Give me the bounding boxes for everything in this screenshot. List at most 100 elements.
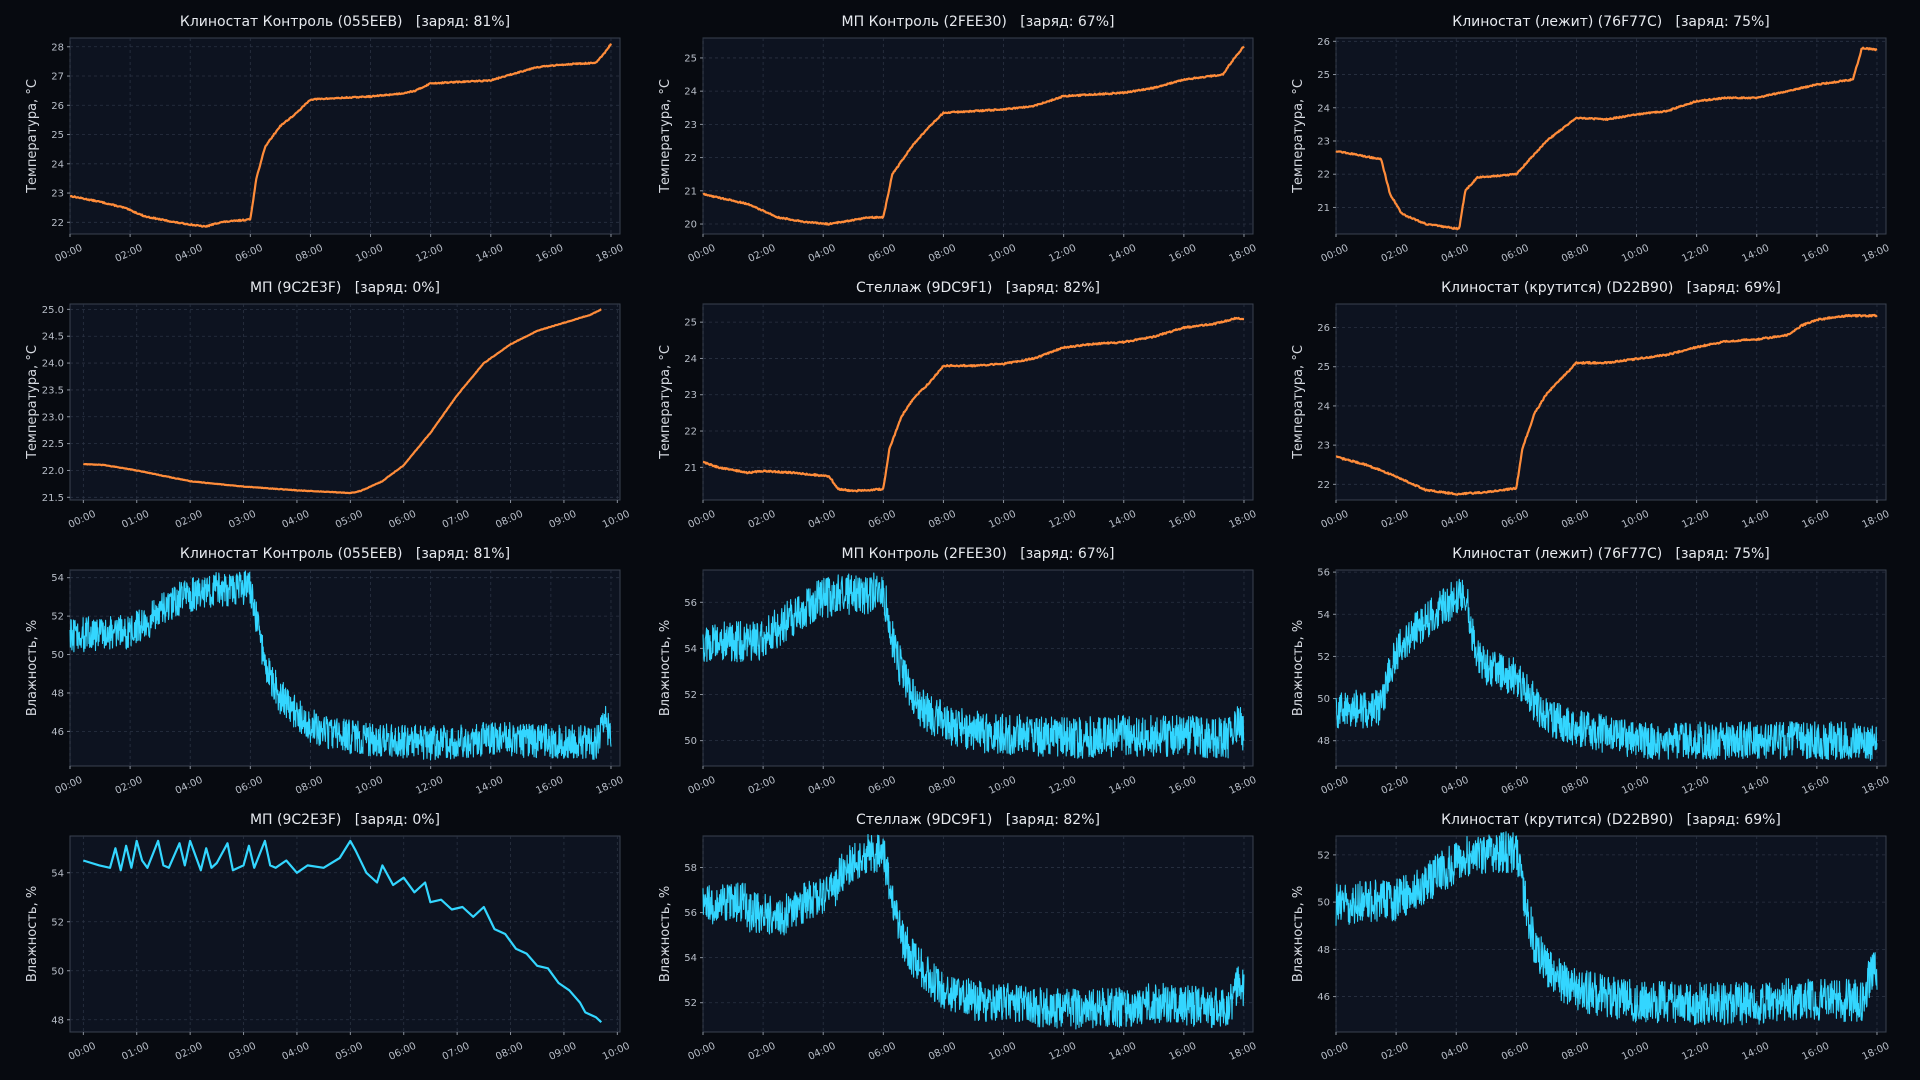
x-tick-label: 04:00 [280, 509, 311, 531]
x-tick-label: 16:00 [1800, 775, 1831, 797]
x-tick-label: 08:00 [294, 775, 325, 797]
x-tick-label: 16:00 [1167, 775, 1198, 797]
chart-panel: 46 48 50 52 00:00 02:00 04:00 06:00 08:00 10:00 12… [1266, 798, 1899, 1064]
x-tick-label: 10:00 [601, 509, 632, 531]
x-tick-label: 16:00 [534, 243, 565, 265]
y-tick-label: 24 [684, 87, 697, 98]
x-tick-label: 01:00 [120, 1041, 151, 1063]
y-axis-label: Температура, °C [1291, 79, 1306, 194]
y-tick-label: 24.0 [42, 359, 64, 370]
chart-svg: 21 22 23 24 25 00:00 02:00 04:00 06:00 08:00 10:00… [658, 280, 1258, 531]
x-tick-label: 14:00 [474, 243, 505, 265]
chart-title: МП Контроль (2FEE30) [заряд: 67%] [842, 14, 1115, 30]
y-tick-label: 48 [1317, 945, 1330, 956]
chart-title: МП (9C2E3F) [заряд: 0%] [250, 280, 440, 296]
series-line [69, 570, 612, 761]
x-tick-label: 08:00 [927, 509, 958, 531]
y-tick-label: 22 [684, 427, 697, 438]
chart-svg: 22 23 24 25 26 00:00 02:00 04:00 06:00 08:00 10:00… [1291, 280, 1891, 531]
x-tick-label: 08:00 [927, 1041, 958, 1063]
x-tick-label: 06:00 [387, 509, 418, 531]
y-tick-label: 25 [51, 130, 64, 141]
x-tick-label: 14:00 [1107, 775, 1138, 797]
x-tick-label: 02:00 [1380, 243, 1411, 265]
y-axis-label: Влажность, % [658, 620, 673, 716]
x-tick-label: 02:00 [174, 509, 205, 531]
chart-svg: 46 48 50 52 54 00:00 02:00 04:00 06:00 08:00 10:00… [25, 546, 626, 797]
y-tick-label: 28 [51, 42, 64, 53]
x-tick-label: 10:00 [987, 1041, 1018, 1063]
plot-area [69, 303, 621, 501]
x-tick-label: 10:00 [987, 509, 1018, 531]
x-tick-label: 14:00 [1740, 1041, 1771, 1063]
y-tick-label: 24 [1317, 401, 1330, 412]
x-tick-label: 18:00 [1228, 1041, 1259, 1063]
x-tick-label: 10:00 [987, 775, 1018, 797]
chart-panel: 52 54 56 58 00:00 02:00 04:00 06:00 08:00 10:00 12… [633, 798, 1266, 1064]
x-tick-label: 02:00 [1380, 509, 1411, 531]
chart-svg: 21 22 23 24 25 26 00:00 02:00 04:00 06:00 08:00 10:… [1291, 14, 1892, 265]
y-tick-label: 21 [684, 186, 697, 197]
x-tick-label: 18:00 [595, 775, 626, 797]
x-tick-label: 14:00 [1107, 243, 1138, 265]
x-tick-label: 02:00 [114, 243, 145, 265]
x-tick-label: 00:00 [67, 509, 98, 531]
x-tick-label: 00:00 [67, 1041, 98, 1063]
x-tick-label: 05:00 [334, 1041, 365, 1063]
y-tick-label: 23 [1317, 136, 1330, 147]
x-tick-label: 00:00 [1320, 243, 1351, 265]
x-tick-label: 18:00 [595, 243, 626, 265]
y-tick-label: 22 [684, 153, 697, 164]
y-tick-label: 22.5 [42, 439, 64, 450]
y-tick-label: 54 [51, 868, 64, 879]
chart-panel: 20 21 22 23 24 25 00:00 02:00 04:00 06:00 08:00 10:… [633, 0, 1266, 266]
x-tick-label: 06:00 [1500, 509, 1531, 531]
x-tick-label: 12:00 [1047, 243, 1078, 265]
y-tick-label: 54 [684, 953, 697, 964]
chart-panel: 21 22 23 24 25 26 00:00 02:00 04:00 06:00 08:00 10:… [1266, 0, 1899, 266]
series-line [1335, 831, 1878, 1026]
x-tick-label: 12:00 [1047, 775, 1078, 797]
x-tick-label: 08:00 [494, 1041, 525, 1063]
y-tick-label: 52 [1317, 850, 1330, 861]
x-tick-label: 04:00 [1440, 509, 1471, 531]
x-tick-label: 18:00 [1861, 243, 1892, 265]
y-tick-label: 52 [1317, 652, 1330, 663]
x-tick-label: 02:00 [747, 243, 778, 265]
y-tick-label: 22 [51, 218, 64, 229]
chart-svg: 52 54 56 58 00:00 02:00 04:00 06:00 08:00 10:00 12… [658, 812, 1259, 1063]
series-line [702, 316, 1245, 493]
x-tick-label: 00:00 [687, 509, 718, 531]
x-tick-label: 14:00 [1740, 509, 1771, 531]
chart-svg: 50 52 54 56 00:00 02:00 04:00 06:00 08:00 10:00 12… [658, 546, 1258, 797]
y-tick-label: 58 [684, 863, 697, 874]
x-tick-label: 02:00 [747, 775, 778, 797]
x-tick-label: 18:00 [1228, 243, 1259, 265]
x-tick-label: 10:00 [1620, 775, 1651, 797]
y-tick-label: 26 [1317, 37, 1330, 48]
x-tick-label: 10:00 [987, 243, 1018, 265]
y-tick-label: 21 [1317, 203, 1330, 214]
y-tick-label: 22 [1317, 480, 1330, 491]
x-tick-label: 08:00 [1560, 1041, 1591, 1063]
y-tick-label: 23 [51, 189, 64, 200]
y-tick-label: 50 [684, 736, 697, 747]
chart-title: МП (9C2E3F) [заряд: 0%] [250, 812, 440, 828]
y-tick-label: 50 [1317, 694, 1330, 705]
x-tick-label: 02:00 [1380, 775, 1411, 797]
x-tick-label: 03:00 [227, 509, 258, 531]
x-tick-label: 04:00 [174, 243, 205, 265]
x-tick-label: 12:00 [414, 243, 445, 265]
y-axis-label: Влажность, % [25, 886, 40, 982]
x-tick-label: 06:00 [867, 1041, 898, 1063]
x-tick-label: 14:00 [1740, 243, 1771, 265]
y-axis-label: Влажность, % [25, 620, 40, 716]
grid-lines [70, 304, 620, 500]
plot-area [1335, 303, 1887, 501]
y-tick-label: 26 [51, 101, 64, 112]
y-tick-label: 25 [1317, 70, 1330, 81]
plot-area [1335, 37, 1887, 235]
series-line [702, 45, 1245, 226]
y-tick-label: 25 [684, 53, 697, 64]
x-tick-label: 16:00 [1800, 1041, 1831, 1063]
